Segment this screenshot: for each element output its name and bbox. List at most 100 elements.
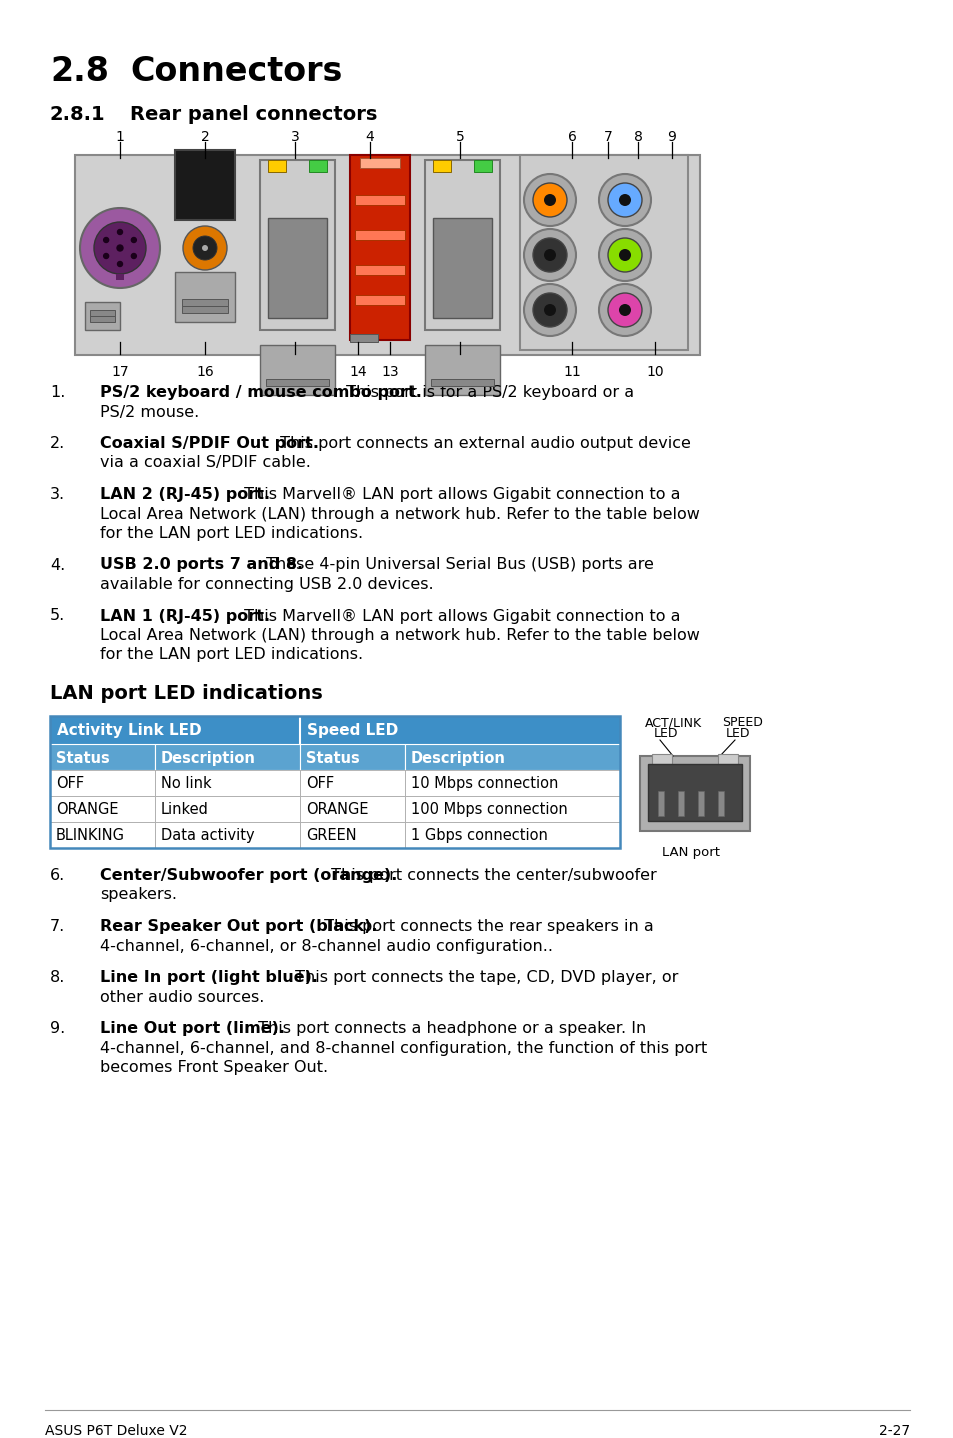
Text: 9.: 9. <box>50 1021 65 1035</box>
Circle shape <box>533 293 566 326</box>
Text: OFF: OFF <box>56 777 84 791</box>
Bar <box>90 316 115 322</box>
Text: BLINKING: BLINKING <box>56 828 125 843</box>
Bar <box>75 155 700 355</box>
Circle shape <box>523 229 576 280</box>
Text: 11: 11 <box>562 365 580 380</box>
Circle shape <box>202 244 208 252</box>
Text: 1.: 1. <box>50 385 66 400</box>
Text: 3.: 3. <box>50 487 65 502</box>
Text: SPEED: SPEED <box>721 716 762 729</box>
Bar <box>355 196 405 206</box>
Bar <box>85 302 120 329</box>
Bar <box>50 716 299 743</box>
Bar <box>299 797 405 823</box>
Bar <box>350 155 410 339</box>
Text: This port is for a PS/2 keyboard or a: This port is for a PS/2 keyboard or a <box>340 385 634 400</box>
Bar <box>182 306 228 313</box>
Text: Coaxial S/PDIF Out port.: Coaxial S/PDIF Out port. <box>100 436 318 452</box>
Text: 13: 13 <box>381 365 398 380</box>
Text: other audio sources.: other audio sources. <box>100 989 264 1005</box>
Bar <box>174 272 234 322</box>
Bar <box>154 797 299 823</box>
Circle shape <box>117 244 123 252</box>
Text: 8: 8 <box>633 129 641 144</box>
Text: Status: Status <box>56 751 110 766</box>
Text: Local Area Network (LAN) through a network hub. Refer to the table below: Local Area Network (LAN) through a netwo… <box>100 506 700 522</box>
Text: 7.: 7. <box>50 919 65 935</box>
Text: ORANGE: ORANGE <box>56 802 118 817</box>
Text: Status: Status <box>306 751 359 766</box>
Text: This port connects the center/subwoofer: This port connects the center/subwoofer <box>326 869 657 883</box>
Text: 12: 12 <box>451 365 468 380</box>
Bar <box>433 160 451 173</box>
Circle shape <box>183 226 227 270</box>
Text: for the LAN port LED indications.: for the LAN port LED indications. <box>100 647 363 663</box>
Bar <box>405 743 619 769</box>
Text: 6: 6 <box>567 129 576 144</box>
Bar <box>50 743 154 769</box>
Circle shape <box>598 283 650 336</box>
Bar <box>355 265 405 275</box>
Bar <box>299 716 619 743</box>
Bar <box>266 380 329 385</box>
Bar <box>698 791 703 815</box>
Text: 2: 2 <box>200 129 209 144</box>
Bar <box>405 769 619 797</box>
Text: 2.8: 2.8 <box>50 55 109 88</box>
Bar <box>90 311 115 316</box>
Bar <box>433 219 492 318</box>
Text: 8.: 8. <box>50 971 66 985</box>
Bar <box>154 769 299 797</box>
Text: 2.: 2. <box>50 436 65 452</box>
Text: 2-27: 2-27 <box>878 1424 909 1438</box>
Bar <box>350 334 377 342</box>
Bar <box>355 230 405 240</box>
Bar <box>658 791 663 815</box>
Text: Description: Description <box>161 751 255 766</box>
Text: This port connects the rear speakers in a: This port connects the rear speakers in … <box>318 919 653 935</box>
Text: becomes Front Speaker Out.: becomes Front Speaker Out. <box>100 1060 328 1076</box>
Text: No link: No link <box>161 777 212 791</box>
Text: GREEN: GREEN <box>306 828 356 843</box>
Text: 16: 16 <box>196 365 213 380</box>
Circle shape <box>533 183 566 217</box>
Text: 100 Mbps connection: 100 Mbps connection <box>411 802 567 817</box>
Text: 7: 7 <box>603 129 612 144</box>
Circle shape <box>607 293 641 326</box>
Text: LED: LED <box>654 728 678 741</box>
Bar <box>647 764 741 821</box>
Text: 5: 5 <box>456 129 464 144</box>
Bar <box>268 219 327 318</box>
Bar <box>260 160 335 329</box>
Text: Linked: Linked <box>161 802 209 817</box>
Circle shape <box>117 262 122 266</box>
Text: ASUS P6T Deluxe V2: ASUS P6T Deluxe V2 <box>45 1424 188 1438</box>
Circle shape <box>543 303 556 316</box>
Text: available for connecting USB 2.0 devices.: available for connecting USB 2.0 devices… <box>100 577 434 592</box>
Bar <box>174 150 234 220</box>
Circle shape <box>543 249 556 262</box>
Text: 10 Mbps connection: 10 Mbps connection <box>411 777 558 791</box>
Bar <box>519 155 687 349</box>
Bar <box>405 823 619 848</box>
Bar <box>718 754 738 764</box>
Text: This Marvell® LAN port allows Gigabit connection to a: This Marvell® LAN port allows Gigabit co… <box>238 487 679 502</box>
Text: 1 Gbps connection: 1 Gbps connection <box>411 828 547 843</box>
Bar <box>651 754 671 764</box>
Text: Connectors: Connectors <box>130 55 342 88</box>
Circle shape <box>94 221 146 275</box>
Text: LAN 1 (RJ-45) port.: LAN 1 (RJ-45) port. <box>100 608 270 624</box>
Text: USB 2.0 ports 7 and 8.: USB 2.0 ports 7 and 8. <box>100 558 303 572</box>
Text: Data activity: Data activity <box>161 828 254 843</box>
Circle shape <box>533 239 566 272</box>
Bar <box>154 823 299 848</box>
Circle shape <box>607 183 641 217</box>
Text: This port connects a headphone or a speaker. In: This port connects a headphone or a spea… <box>253 1021 646 1035</box>
Text: 4: 4 <box>365 129 374 144</box>
Circle shape <box>543 194 556 206</box>
Bar <box>309 160 327 173</box>
Text: Rear Speaker Out port (black).: Rear Speaker Out port (black). <box>100 919 377 935</box>
Text: Rear panel connectors: Rear panel connectors <box>130 105 377 124</box>
Circle shape <box>132 253 136 259</box>
